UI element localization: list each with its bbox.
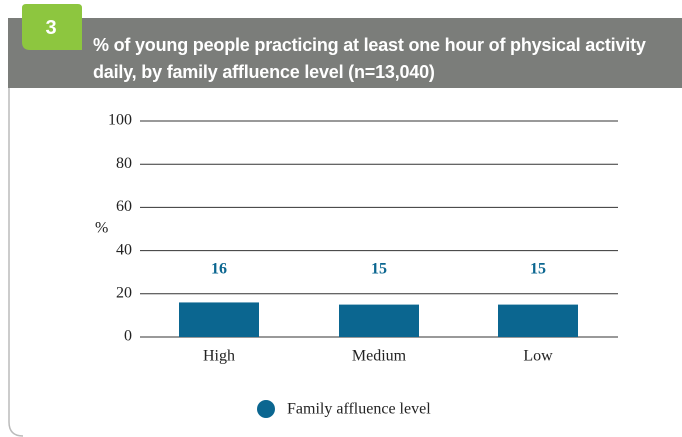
y-tick-label: 20 (116, 284, 132, 301)
y-tick-label: 0 (124, 328, 132, 345)
data-label: 15 (371, 261, 387, 278)
data-label: 16 (211, 261, 227, 278)
chart-title: % of young people practicing at least on… (93, 35, 646, 82)
y-tick-label: 100 (108, 112, 132, 129)
x-tick-label: Low (523, 348, 553, 365)
badge-shape (22, 4, 82, 50)
header-band (8, 18, 682, 88)
bar (339, 304, 419, 337)
x-tick-label: High (203, 348, 235, 365)
y-tick-label: 60 (116, 198, 132, 215)
bar (179, 302, 259, 337)
y-tick-label: 80 (116, 155, 132, 172)
y-axis-label: % (95, 220, 108, 237)
badge: 3 (45, 17, 57, 39)
legend-marker (257, 400, 275, 418)
x-tick-label: Medium (352, 348, 407, 365)
bar (498, 304, 578, 337)
data-label: 15 (530, 261, 546, 278)
y-tick-label: 40 (116, 241, 132, 258)
panel-border (8, 88, 24, 437)
legend-label: Family affluence level (287, 401, 431, 418)
